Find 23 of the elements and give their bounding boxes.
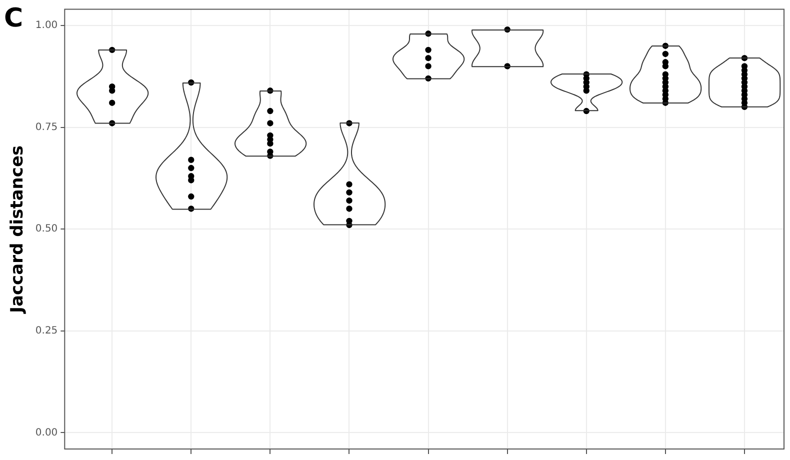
point — [346, 189, 352, 196]
point — [346, 181, 352, 188]
point — [741, 63, 748, 70]
chart-title: C — [4, 3, 24, 34]
point — [425, 46, 432, 54]
point — [346, 206, 352, 212]
y-tick-label: 0.00 — [35, 427, 58, 438]
point — [662, 59, 669, 66]
y-axis-title: Jaccard distances — [8, 145, 28, 314]
point — [662, 71, 669, 78]
y-tick-label: 1.00 — [35, 20, 58, 32]
point — [108, 100, 116, 106]
point — [188, 164, 194, 172]
y-tick-label: 0.50 — [35, 224, 58, 235]
point — [425, 54, 432, 62]
point — [662, 50, 669, 58]
y-tick-label: 0.75 — [35, 122, 58, 133]
point — [188, 156, 194, 163]
point — [425, 63, 432, 70]
point — [267, 108, 274, 114]
y-tick-label: 0.25 — [35, 326, 58, 336]
point — [346, 197, 352, 204]
point — [188, 193, 194, 200]
